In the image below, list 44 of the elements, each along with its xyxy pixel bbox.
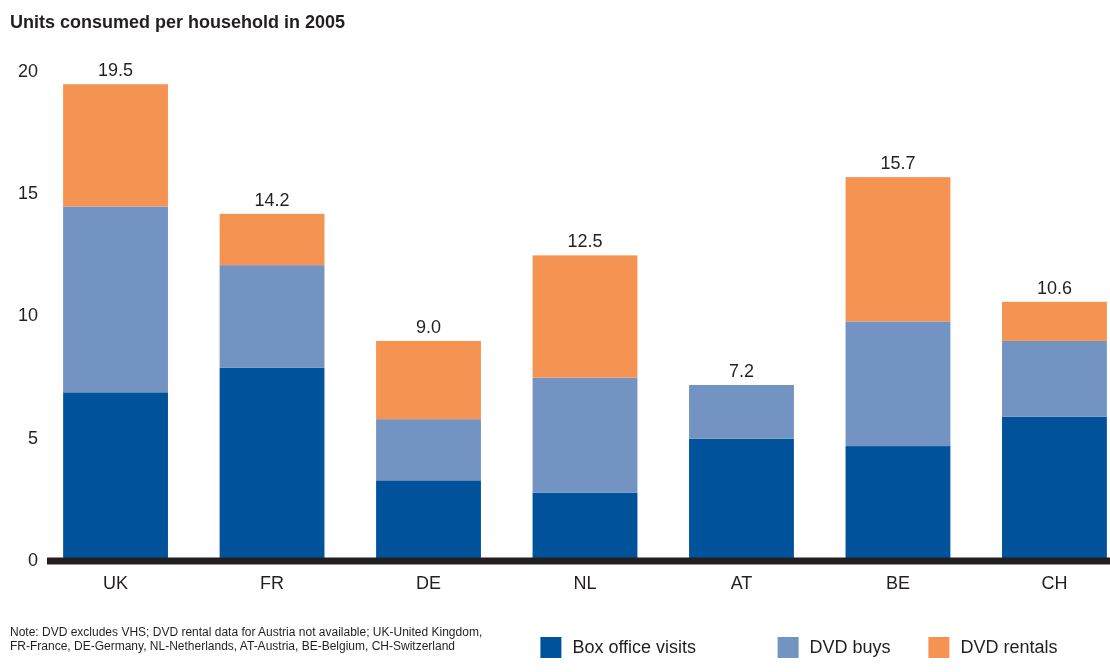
- x-tick-label: NL: [573, 572, 597, 593]
- bar: [845, 321, 951, 447]
- bar: [845, 177, 951, 322]
- bar: [1002, 416, 1107, 561]
- x-tick-label: UK: [103, 572, 129, 593]
- bar: [376, 340, 481, 420]
- legend-label: DVD buys: [809, 636, 891, 657]
- bar: [219, 213, 325, 266]
- bar: [532, 255, 638, 378]
- y-tick-label: 20: [17, 60, 38, 81]
- legend-label: DVD rentals: [960, 636, 1058, 657]
- y-tick-label: 15: [17, 183, 38, 203]
- bar: [219, 367, 325, 561]
- total-label: 15.7: [880, 153, 916, 174]
- chart-title: Units consumed per household in 2005: [10, 12, 346, 32]
- x-tick-label: FR: [260, 572, 285, 593]
- y-tick-label: 0: [27, 549, 38, 570]
- total-label: 12.5: [567, 231, 603, 252]
- x-tick-label: AT: [730, 572, 753, 593]
- total-label: 19.5: [98, 60, 134, 81]
- legend-label: Box office visits: [572, 636, 697, 657]
- total-label: 9.0: [416, 316, 442, 337]
- x-tick-label: BE: [885, 572, 910, 593]
- bar: [1002, 301, 1107, 341]
- bar: [689, 384, 794, 439]
- bar: [63, 84, 168, 207]
- total-label: 7.2: [728, 360, 754, 381]
- bar: [63, 392, 168, 561]
- bar: [63, 206, 168, 393]
- bar: [376, 480, 481, 561]
- x-tick-label: DE: [416, 572, 442, 593]
- text: Note: DVD excludes VHS; DVD rental data for Austria not available; UK-United Kingdom, FR-France, DE-Germany, NL-Netherlands, AT-Austria, BE-Belgium, CH-Switzerland: [10, 625, 483, 653]
- bar: [689, 438, 794, 561]
- y-tick-label: 10: [17, 305, 38, 326]
- bar: [1002, 340, 1107, 417]
- x-tick-label: CH: [1041, 572, 1068, 593]
- bar: [532, 492, 638, 561]
- total-label: 14.2: [254, 189, 290, 210]
- bar: [376, 419, 481, 481]
- total-label: 10.6: [1036, 277, 1072, 298]
- bar: [532, 377, 638, 493]
- bar: [219, 265, 325, 368]
- bar: [845, 446, 951, 561]
- y-tick-label: 5: [27, 427, 38, 448]
